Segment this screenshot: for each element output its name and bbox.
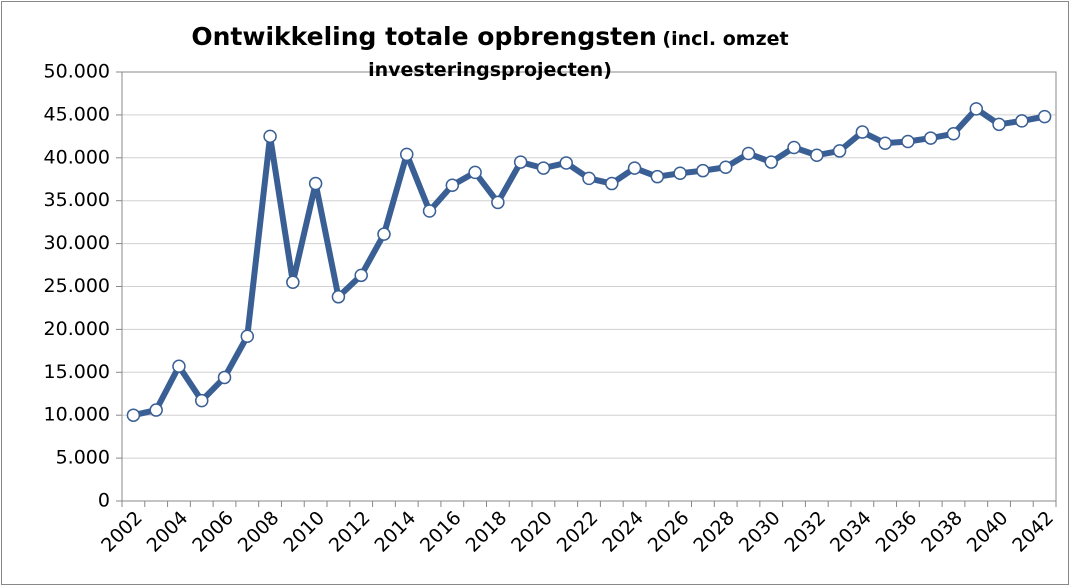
marker: [878, 136, 892, 150]
y-tick-label: 15.000: [44, 361, 110, 383]
marker: [946, 127, 961, 141]
marker: [1037, 109, 1052, 124]
title-box: Ontwikkeling totale opbrengsten (incl. o…: [150, 22, 830, 86]
marker: [513, 155, 528, 169]
y-tick-label: 45.000: [44, 103, 110, 125]
marker: [126, 408, 141, 422]
y-tick-label: 35.000: [44, 189, 110, 211]
marker: [855, 125, 870, 139]
marker: [650, 169, 665, 184]
y-tick-label: 40.000: [44, 146, 110, 168]
y-tick-label: 5.000: [56, 447, 110, 469]
marker: [1015, 114, 1029, 128]
marker: [992, 117, 1006, 132]
marker: [832, 144, 847, 158]
marker: [263, 129, 277, 144]
marker: [308, 176, 323, 191]
marker: [331, 290, 346, 304]
y-tick-label: 0: [98, 490, 110, 512]
marker: [901, 134, 915, 149]
marker: [400, 147, 414, 162]
y-tick-label: 20.000: [44, 318, 110, 340]
marker: [627, 161, 642, 175]
marker: [445, 178, 460, 193]
marker: [149, 403, 163, 417]
y-tick-label: 10.000: [44, 404, 110, 426]
marker: [923, 131, 938, 145]
marker: [286, 275, 300, 289]
marker: [969, 102, 984, 116]
marker: [787, 140, 801, 155]
marker: [559, 156, 573, 170]
marker: [491, 195, 505, 210]
y-tick-label: 50.000: [44, 61, 110, 83]
marker: [217, 370, 232, 385]
marker: [194, 393, 209, 408]
marker: [741, 146, 756, 161]
chart-title: Ontwikkeling totale opbrengsten: [191, 22, 657, 51]
y-tick-label: 30.000: [44, 232, 110, 254]
chart-subtitle: (incl. omzet investeringsprojecten): [368, 28, 789, 81]
marker: [240, 329, 255, 344]
marker: [354, 268, 368, 283]
marker: [718, 160, 733, 174]
marker: [536, 161, 551, 175]
marker: [422, 204, 437, 218]
marker: [582, 171, 596, 186]
marker: [605, 176, 619, 191]
marker: [810, 148, 824, 162]
marker: [696, 163, 710, 178]
marker: [468, 165, 482, 180]
marker: [673, 166, 687, 180]
plot-border: [121, 71, 1057, 502]
marker: [764, 155, 778, 169]
marker: [377, 227, 391, 241]
y-tick-label: 25.000: [44, 275, 110, 297]
marker: [172, 359, 186, 374]
